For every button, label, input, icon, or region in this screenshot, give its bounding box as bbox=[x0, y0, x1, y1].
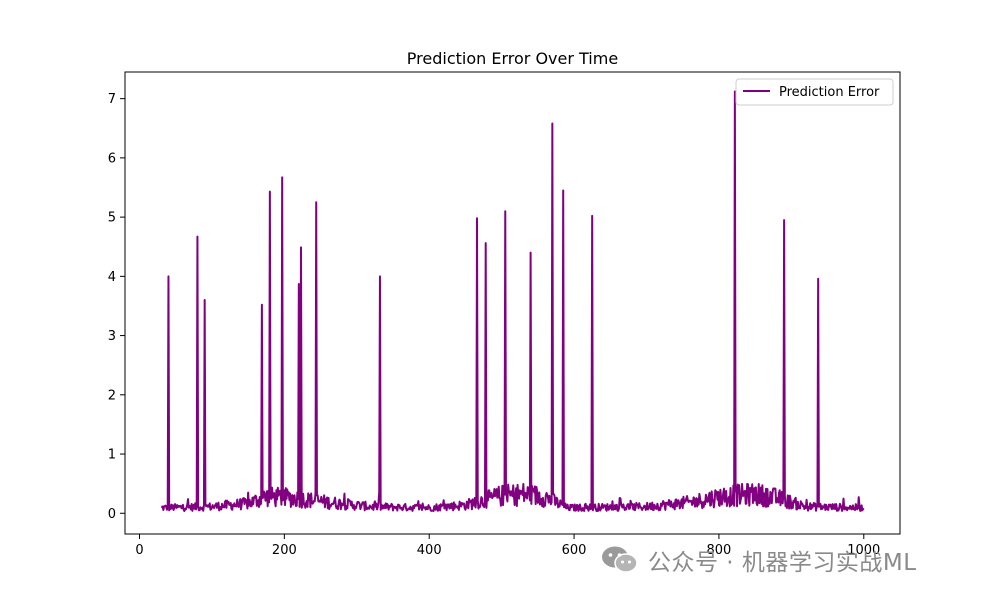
y-tick-label: 0 bbox=[108, 507, 116, 522]
series-line-prediction-error bbox=[160, 90, 865, 513]
y-tick-label: 4 bbox=[108, 270, 116, 285]
y-tick-label: 7 bbox=[108, 92, 116, 107]
watermark: 公众号 · 机器学习实战ML bbox=[600, 541, 917, 579]
legend-box bbox=[735, 78, 894, 106]
plot-area bbox=[160, 90, 865, 513]
x-tick-label: 400 bbox=[417, 543, 442, 558]
y-tick-label: 3 bbox=[108, 329, 116, 344]
watermark-text: 公众号 · 机器学习实战ML bbox=[648, 550, 917, 576]
chart-title: Prediction Error Over Time bbox=[407, 49, 618, 68]
x-tick-label: 200 bbox=[272, 543, 297, 558]
legend-label: Prediction Error bbox=[779, 85, 880, 100]
y-tick-label: 2 bbox=[108, 388, 116, 403]
legend: Prediction Error bbox=[735, 78, 894, 106]
wechat-icon bbox=[600, 545, 640, 575]
x-tick-label: 800 bbox=[707, 543, 732, 558]
x-tick-label: 600 bbox=[562, 543, 587, 558]
y-tick-label: 5 bbox=[108, 211, 116, 226]
y-tick-label: 6 bbox=[108, 151, 116, 166]
y-tick-label: 1 bbox=[108, 448, 116, 463]
x-tick-label: 0 bbox=[135, 543, 143, 558]
x-tick-label: 1000 bbox=[847, 543, 880, 558]
axes-frame bbox=[124, 71, 901, 535]
axes: 0 200 400 600 800 1000 0 1 2 3 4 5 6 7 bbox=[108, 71, 901, 558]
